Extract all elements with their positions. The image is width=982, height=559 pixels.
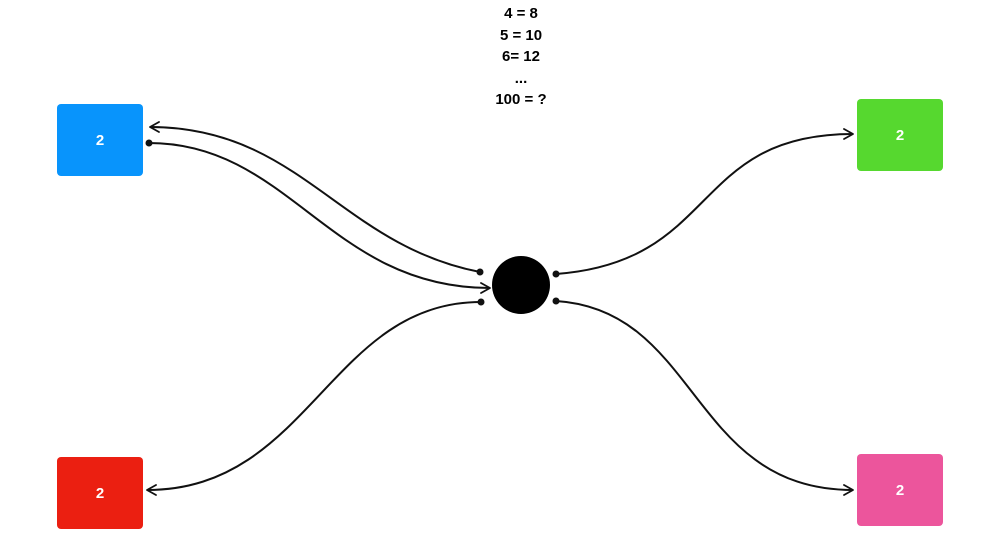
connector-top-left-to-hub xyxy=(148,142,491,294)
box-bottom-left: 2 xyxy=(57,457,143,529)
puzzle-question: 100 = ? xyxy=(495,91,547,108)
connector-hub-to-top-right xyxy=(555,128,854,275)
connector-start-dot xyxy=(476,268,484,276)
box-label: 2 xyxy=(895,481,905,499)
connector-start-dot xyxy=(145,139,153,147)
connector-start-dot xyxy=(552,270,560,278)
connector-hub-to-top-left xyxy=(149,121,481,273)
hub-node xyxy=(492,256,550,314)
connector-hub-to-bottom-left xyxy=(146,301,482,496)
puzzle-line: 5 = 10 xyxy=(499,26,543,44)
box-top-right: 2 xyxy=(857,99,943,171)
box-label: 2 xyxy=(95,131,105,149)
connector-start-dot xyxy=(552,297,560,305)
puzzle-line: 4 = 8 xyxy=(504,5,538,22)
box-label: 2 xyxy=(895,126,905,144)
connector-start-dot xyxy=(477,298,485,306)
number-puzzle: 4 = 8 5 = 10 6= 12 ... 100 = ? xyxy=(421,3,621,111)
connector-hub-to-bottom-right xyxy=(555,300,854,496)
box-top-left: 2 xyxy=(57,104,143,176)
box-label: 2 xyxy=(95,484,105,502)
puzzle-line: ... xyxy=(514,69,528,87)
puzzle-line: 6= 12 xyxy=(502,48,540,65)
box-bottom-right: 2 xyxy=(857,454,943,526)
